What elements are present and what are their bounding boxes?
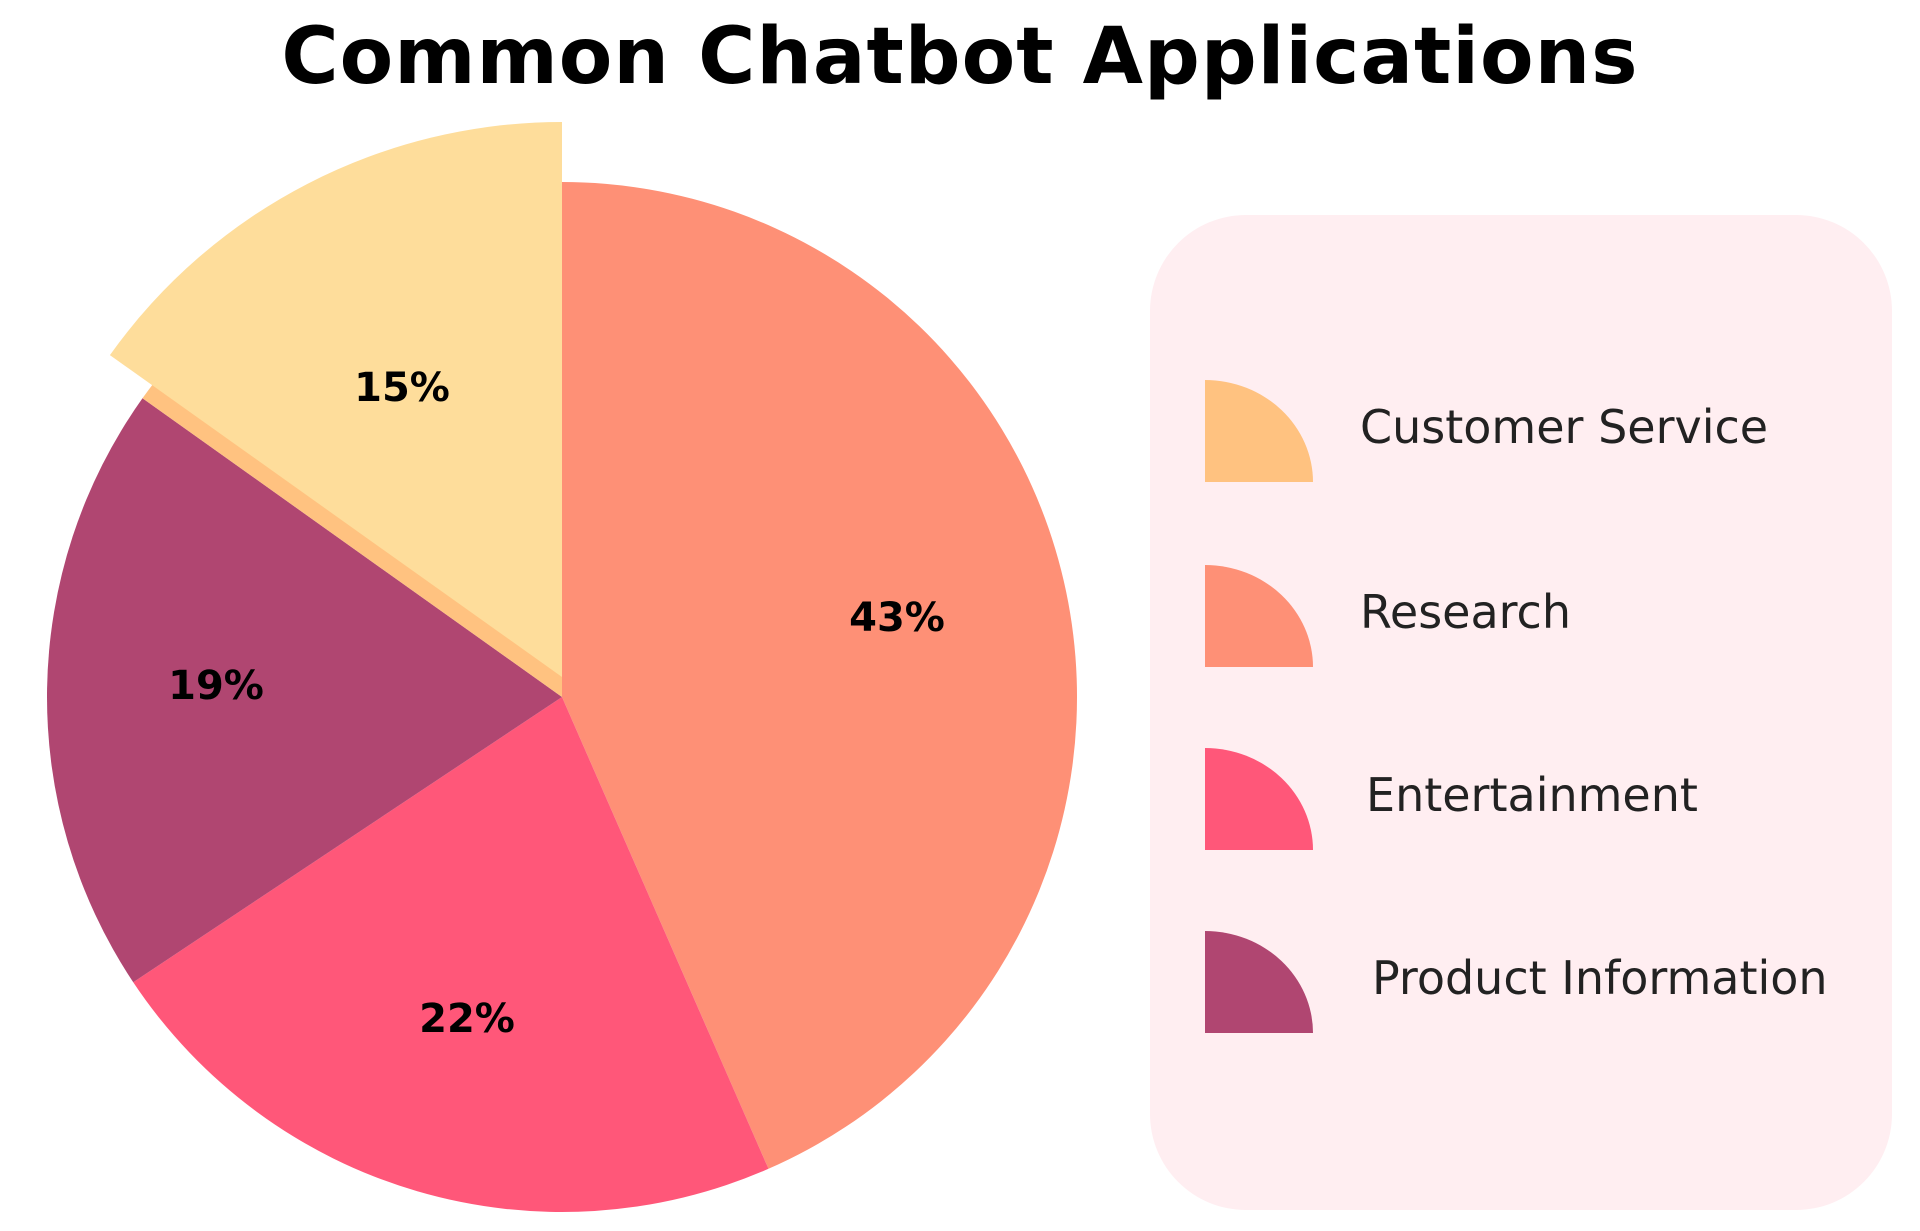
legend-swatch: [1205, 748, 1313, 850]
legend-item-entertainment: Entertainment: [1150, 748, 1892, 858]
slice-entertainment: [133, 697, 769, 1213]
legend-swatch-shape: [1205, 748, 1313, 850]
legend-item-customer-service: Customer Service: [1150, 380, 1892, 490]
slice-label-product-information: 19%: [168, 663, 264, 709]
legend-swatch: [1205, 380, 1313, 482]
legend-label: Entertainment: [1366, 768, 1698, 822]
slice-label-research: 43%: [849, 595, 945, 641]
slice-research: [562, 182, 1078, 1169]
legend-item-product-information: Product Information: [1150, 931, 1892, 1041]
chart-title: Common Chatbot Applications: [281, 12, 1639, 102]
slice-product-information: [46, 398, 562, 983]
legend-label: Customer Service: [1360, 400, 1769, 454]
legend-swatch: [1205, 931, 1313, 1033]
legend-swatch-shape: [1205, 380, 1313, 482]
slice-customer-service: [109, 122, 562, 677]
legend-label: Research: [1360, 585, 1571, 639]
legend-swatch: [1205, 565, 1313, 667]
legend-swatch-shape: [1205, 565, 1313, 667]
legend-panel: Customer Service Research Entertainment Pro…: [1150, 215, 1892, 1210]
slice-label-entertainment: 22%: [419, 996, 515, 1042]
legend-label: Product Information: [1372, 951, 1828, 1005]
legend-item-research: Research: [1150, 565, 1892, 675]
legend-swatch-shape: [1205, 931, 1313, 1033]
slice-label-customer-service: 15%: [354, 365, 450, 411]
